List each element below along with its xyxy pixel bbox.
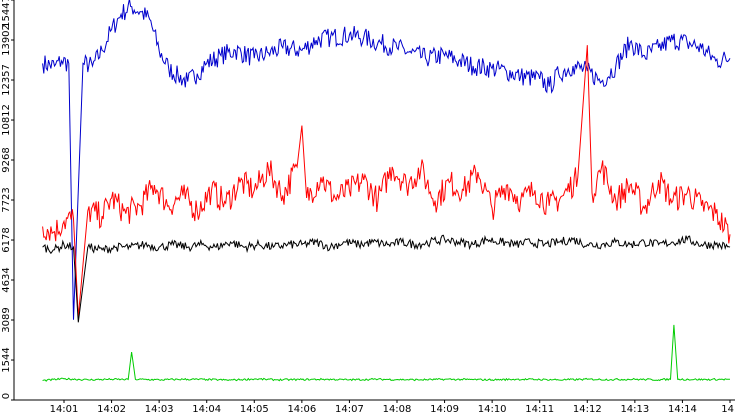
y-tick-label: 6178 [1,227,12,252]
y-tick-label: 12357 [1,64,12,96]
x-tick-label: 14:03 [145,404,174,415]
x-tick-label: 14:10 [478,404,507,415]
x-tick-labels: 14:01 14:02 14:03 14:04 14:05 14:06 14:07 14:08… [50,400,734,415]
x-tick-label: 14:14 [668,404,697,415]
x-tick-label: 14:13 [620,404,649,415]
y-tick-label: 0 [1,393,12,399]
y-tick-label: 9268 [1,147,12,172]
series-line-2 [42,234,731,323]
x-tick-label: 14:11 [525,404,554,415]
y-tick-label: 1544 [1,347,12,372]
series-line-3 [42,324,730,382]
series-line-1 [42,45,731,318]
x-tick-label: 14:08 [383,404,412,415]
x-tick-label: 14:01 [50,404,79,415]
x-tick-label: 14:12 [573,404,602,415]
y-tick-label: 4634 [1,267,12,292]
y-tick-label: 3089 [1,307,12,332]
x-tick-label: 14:06 [287,404,316,415]
x-tick-label: 14:04 [192,404,221,415]
y-tick-label: 10812 [1,104,12,136]
x-tick-label: 14:07 [335,404,364,415]
x-tick-label: 14:02 [97,404,126,415]
x-tick-label: 14:09 [430,404,459,415]
y-tick-label: 13902 [1,24,12,56]
y-tick-label: 7723 [1,187,12,212]
series-layer [42,0,731,382]
y-tick-label: 15447 [1,0,12,28]
x-tick-label: 14 [721,404,734,415]
series-line-0 [42,0,731,320]
y-tick-labels: 0 1544 3089 4634 6178 7723 9268 10812 12357 13902… [1,0,14,401]
x-tick-label: 14:05 [240,404,269,415]
axis-layer [13,0,735,401]
